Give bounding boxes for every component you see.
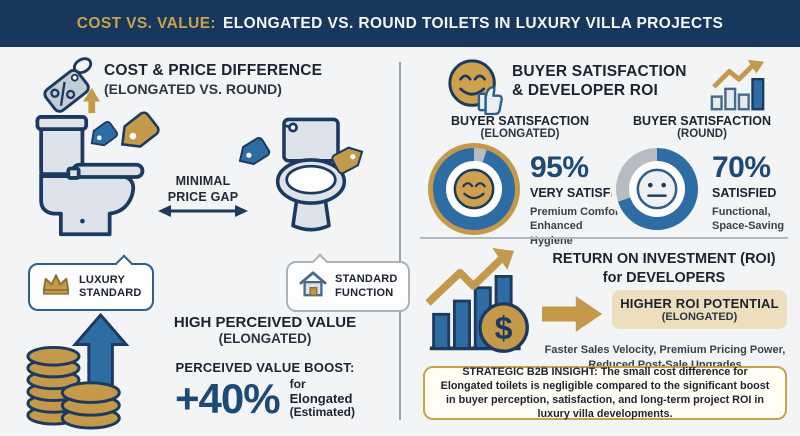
- satisfaction-round-donut: [611, 143, 703, 235]
- sat-status: VERY SATISFIED: [530, 186, 632, 200]
- header-title: ELONGATED VS. ROUND TOILETS IN LUXURY VI…: [223, 14, 724, 32]
- coins-growth-icon: [24, 312, 134, 435]
- bubble-tail: [311, 253, 329, 271]
- header-title-accent: COST VS. VALUE:: [76, 14, 216, 32]
- donut-ring: [616, 148, 698, 230]
- bubble-tail: [115, 254, 133, 272]
- right-panel-title: BUYER SATISFACTION & DEVELOPER ROI: [512, 63, 687, 101]
- price-gap-label: MINIMAL PRICE GAP: [158, 174, 248, 205]
- house-icon: [298, 270, 328, 303]
- right-title-line2: & DEVELOPER ROI: [512, 81, 658, 99]
- price-up-arrow-icon: [83, 87, 100, 114]
- badge-line2: FUNCTION: [335, 286, 394, 299]
- sat-status: SATISFIED: [712, 186, 777, 200]
- strategic-insight-text: STRATEGIC B2B INSIGHT: The small cost di…: [435, 365, 775, 422]
- boost-row: +40% for Elongated (Estimated): [144, 375, 386, 423]
- gold-price-tag-icon: [327, 139, 373, 182]
- happy-face-icon: [453, 168, 495, 210]
- standard-function-badge: STANDARD FUNCTION: [286, 253, 410, 312]
- crown-icon: [40, 272, 72, 302]
- sat-detail-line2: Enhanced Hygiene: [530, 220, 583, 247]
- insight-label: STRATEGIC B2B INSIGHT:: [462, 365, 598, 378]
- standard-function-label: STANDARD FUNCTION: [335, 273, 398, 299]
- left-panel-title: COST & PRICE DIFFERENCE (ELONGATED VS. R…: [104, 62, 322, 98]
- gold-right-arrow-icon: [542, 293, 604, 340]
- blue-price-tag-icon: [231, 133, 277, 178]
- double-arrow-icon: [158, 203, 248, 224]
- roi-chart-dollar-icon: $: [425, 246, 532, 363]
- roi-section-divider: [420, 237, 788, 239]
- gold-price-tag-icon: [109, 106, 168, 163]
- badge-line2: STANDARD: [79, 287, 142, 299]
- donut-hole: [629, 161, 685, 217]
- price-gap-line2: PRICE GAP: [167, 189, 239, 204]
- dollar-symbol: $: [495, 310, 513, 346]
- sat-detail-line1: Functional,: [712, 206, 771, 218]
- left-title-line2: (ELONGATED VS. ROUND): [104, 80, 282, 97]
- header-banner: COST VS. VALUE: ELONGATED VS. ROUND TOIL…: [0, 0, 800, 47]
- smiley-thumbsup-icon: [446, 57, 504, 120]
- roi-title-line1: RETURN ON INVESTMENT (ROI): [552, 251, 776, 267]
- round-toilet-illustration: [266, 114, 356, 245]
- growth-chart-icon: [708, 57, 768, 118]
- roi-highlight-line1: HIGHER ROI POTENTIAL: [620, 296, 779, 311]
- roi-highlight-line2: (ELONGATED): [661, 311, 738, 323]
- sat-label-line2: (ROUND): [677, 128, 727, 140]
- perceived-value-block: HIGH PERCEIVED VALUE (ELONGATED) PERCEIV…: [144, 314, 386, 423]
- boost-label: PERCEIVED VALUE BOOST:: [175, 360, 355, 375]
- sat-label-line2: (ELONGATED): [480, 128, 560, 140]
- value-title: HIGH PERCEIVED VALUE: [173, 314, 357, 331]
- satisfaction-round-stats: 70% SATISFIED Functional, Space-Saving: [712, 153, 794, 234]
- sat-label-line1: BUYER SATISFACTION: [451, 114, 589, 128]
- roi-title-line2: for DEVELOPERS: [602, 269, 726, 286]
- boost-value: +40%: [175, 375, 281, 422]
- panel-divider: [399, 62, 401, 420]
- roi-detail-line1: Faster Sales Velocity, Premium Pricing P…: [544, 344, 786, 356]
- elongated-toilet-illustration: [28, 110, 150, 249]
- satisfaction-elongated-stats: 95% VERY SATISFIED Premium Comfort, Enha…: [530, 151, 632, 248]
- sat-detail-line2: Space-Saving: [712, 220, 785, 233]
- boost-note: (Estimated): [289, 405, 355, 420]
- sat-label-line1: BUYER SATISFACTION: [633, 114, 771, 128]
- badge-line1: LUXURY: [79, 273, 126, 286]
- boost-qualifier: for Elongated (Estimated): [289, 376, 355, 421]
- left-title-line1: COST & PRICE DIFFERENCE: [104, 62, 323, 79]
- badge-line1: STANDARD: [335, 273, 398, 286]
- right-title-line1: BUYER SATISFACTION: [512, 63, 687, 80]
- satisfaction-round-label: BUYER SATISFACTION (ROUND): [608, 114, 796, 140]
- sat-detail-line1: Premium Comfort,: [530, 206, 626, 218]
- blue-price-tag-icon: [83, 117, 125, 158]
- donut-hole: [446, 161, 502, 217]
- price-gap-line1: MINIMAL: [175, 174, 231, 188]
- price-tag-icon: [38, 55, 100, 122]
- neutral-face-icon: [636, 168, 678, 210]
- boost-target: Elongated: [289, 390, 353, 406]
- sat-percent: 95%: [530, 151, 589, 184]
- value-subtitle: (ELONGATED): [218, 331, 312, 346]
- strategic-insight-box: STRATEGIC B2B INSIGHT: The small cost di…: [423, 366, 787, 420]
- insight-body: The small cost difference for Elongated …: [440, 365, 770, 421]
- satisfaction-elongated-donut: [428, 143, 520, 235]
- donut-ring: [433, 148, 515, 230]
- roi-title: RETURN ON INVESTMENT (ROI) for DEVELOPER…: [538, 250, 790, 288]
- luxury-standard-badge: LUXURY STANDARD: [28, 254, 154, 311]
- sat-percent: 70%: [712, 151, 771, 184]
- boost-for: for: [289, 376, 306, 391]
- luxury-standard-label: LUXURY STANDARD: [79, 274, 142, 300]
- higher-roi-box: HIGHER ROI POTENTIAL (ELONGATED): [612, 290, 787, 329]
- satisfaction-elongated-label: BUYER SATISFACTION (ELONGATED): [424, 114, 616, 140]
